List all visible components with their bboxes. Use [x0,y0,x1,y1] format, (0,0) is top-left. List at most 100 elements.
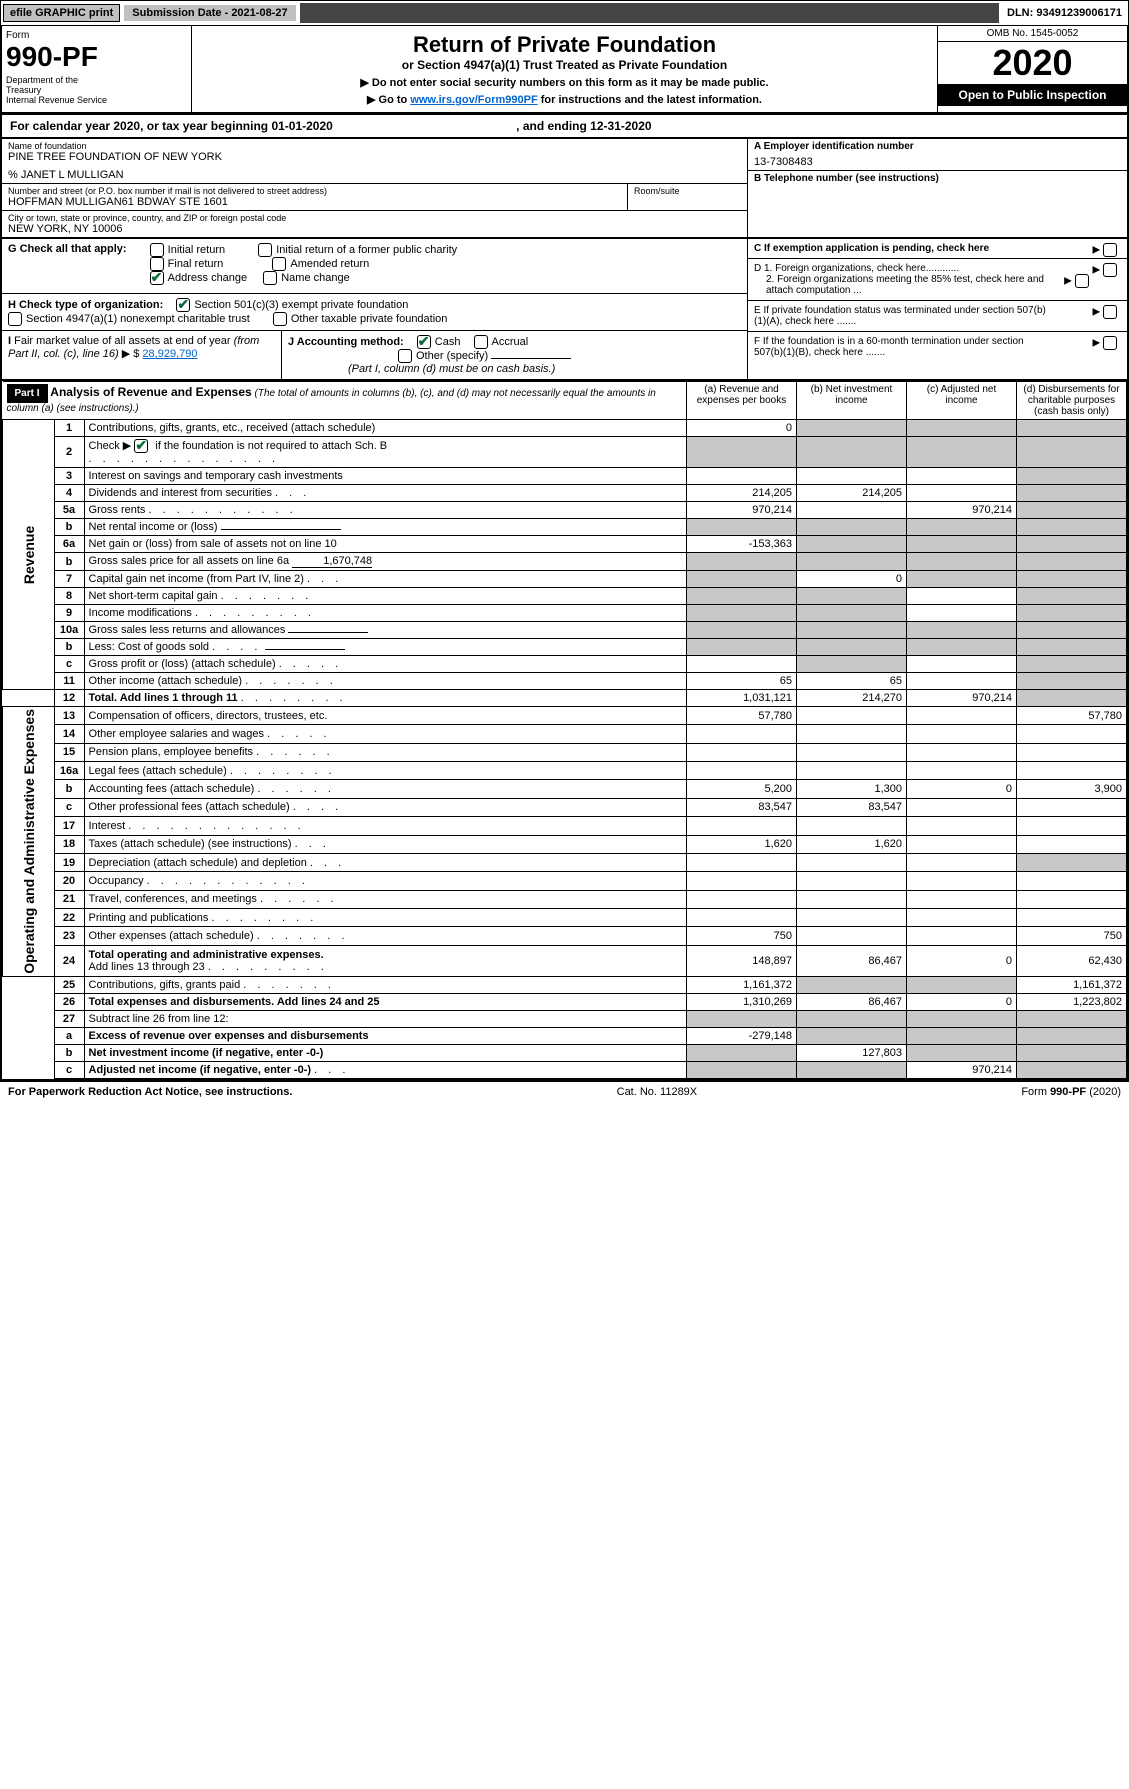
60-month-checkbox[interactable] [1103,336,1117,350]
section-j: J Accounting method: Cash Accrual Other … [282,331,747,379]
col-c-header: (c) Adjusted net income [907,382,1017,420]
cash-checkbox[interactable] [417,335,431,349]
section-i: I Fair market value of all assets at end… [2,331,282,379]
initial-former-checkbox[interactable] [258,243,272,257]
analysis-table: Part I Analysis of Revenue and Expenses … [2,381,1127,1079]
table-row: 4Dividends and interest from securities … [3,485,1127,502]
section-c: C If exemption application is pending, c… [748,239,1127,259]
table-row: bNet rental income or (loss) [3,519,1127,536]
table-row: 9Income modifications . . . . . . . . . [3,605,1127,622]
info-grid: Name of foundation PINE TREE FOUNDATION … [0,139,1129,239]
instruction-2: ▶ Go to www.irs.gov/Form990PF for instru… [198,93,931,106]
catalog-number: Cat. No. 11289X [617,1086,698,1098]
col-b-header: (b) Net investment income [797,382,907,420]
status-terminated-checkbox[interactable] [1103,305,1117,319]
foundation-name-cell: Name of foundation PINE TREE FOUNDATION … [2,139,747,184]
table-row: 26Total expenses and disbursements. Add … [3,993,1127,1010]
form-header: Form 990-PF Department of theTreasuryInt… [0,26,1129,114]
table-row: bAccounting fees (attach schedule) . . .… [3,780,1127,798]
street-address: HOFFMAN MULLIGAN61 BDWAY STE 1601 [8,196,621,208]
other-taxable-checkbox[interactable] [273,312,287,326]
part1-label: Part I [7,384,48,403]
table-row: 12Total. Add lines 1 through 11 . . . . … [3,690,1127,707]
address-cell: Number and street (or P.O. box number if… [2,184,627,211]
section-d: D 1. Foreign organizations, check here..… [748,259,1127,301]
part1-table-wrap: Part I Analysis of Revenue and Expenses … [0,381,1129,1081]
other-method-checkbox[interactable] [398,349,412,363]
top-bar: efile GRAPHIC print Submission Date - 20… [0,0,1129,26]
expenses-side-label: Operating and Administrative Expenses [3,707,55,977]
501c3-checkbox[interactable] [176,298,190,312]
calendar-year-row: For calendar year 2020, or tax year begi… [0,114,1129,139]
info-right: A Employer identification number 13-7308… [747,139,1127,237]
form-subtitle: or Section 4947(a)(1) Trust Treated as P… [198,58,931,72]
table-row: 7Capital gain net income (from Part IV, … [3,571,1127,588]
table-row: 25Contributions, gifts, grants paid . . … [3,976,1127,993]
section-i-j: I Fair market value of all assets at end… [2,331,747,379]
info-left: Name of foundation PINE TREE FOUNDATION … [2,139,747,237]
initial-return-checkbox[interactable] [150,243,164,257]
table-row: 27Subtract line 26 from line 12: [3,1010,1127,1027]
table-row: cAdjusted net income (if negative, enter… [3,1061,1127,1078]
table-row: 21Travel, conferences, and meetings . . … [3,890,1127,908]
redacted-bar [300,3,999,23]
form-title: Return of Private Foundation [198,32,931,58]
address-row: Number and street (or P.O. box number if… [2,184,747,211]
phone-cell: B Telephone number (see instructions) [748,171,1127,213]
table-row: 5aGross rents . . . . . . . . . . .970,2… [3,502,1127,519]
ghij-right: C If exemption application is pending, c… [747,239,1127,379]
table-row: 24Total operating and administrative exp… [3,945,1127,976]
tax-year: 2020 [938,42,1127,84]
fmv-amount[interactable]: 28,929,790 [142,348,197,360]
open-to-public: Open to Public Inspection [938,84,1127,106]
table-row: 8Net short-term capital gain . . . . . .… [3,588,1127,605]
city-state-zip: NEW YORK, NY 10006 [8,223,741,235]
irs-link[interactable]: www.irs.gov/Form990PF [410,94,537,106]
section-g-h-i-j: G Check all that apply: Initial return I… [0,239,1129,381]
4947-checkbox[interactable] [8,312,22,326]
table-row: 2Check ▶ if the foundation is not requir… [3,437,1127,468]
department-label: Department of theTreasuryInternal Revenu… [6,75,187,105]
paperwork-notice: For Paperwork Reduction Act Notice, see … [8,1086,292,1098]
section-g: G Check all that apply: Initial return I… [2,239,747,294]
table-row: 14Other employee salaries and wages . . … [3,725,1127,743]
table-row: 20Occupancy . . . . . . . . . . . . [3,872,1127,890]
exemption-pending-checkbox[interactable] [1103,243,1117,257]
header-center: Return of Private Foundation or Section … [192,26,937,112]
section-f: F If the foundation is in a 60-month ter… [748,332,1127,362]
header-right: OMB No. 1545-0052 2020 Open to Public In… [937,26,1127,112]
table-row: 23Other expenses (attach schedule) . . .… [3,927,1127,945]
table-row: cGross profit or (loss) (attach schedule… [3,656,1127,673]
room-cell: Room/suite [627,184,747,211]
efile-print-button[interactable]: efile GRAPHIC print [3,4,120,22]
accrual-checkbox[interactable] [474,335,488,349]
instruction-1: ▶ Do not enter social security numbers o… [198,76,931,89]
address-change-checkbox[interactable] [150,271,164,285]
col-a-header: (a) Revenue and expenses per books [687,382,797,420]
section-e: E If private foundation status was termi… [748,301,1127,332]
foreign-org-checkbox[interactable] [1103,263,1117,277]
amended-checkbox[interactable] [272,257,286,271]
table-row: 18Taxes (attach schedule) (see instructi… [3,835,1127,853]
section-h: H Check type of organization: Section 50… [2,294,747,331]
header-left: Form 990-PF Department of theTreasuryInt… [2,26,192,112]
table-row: 17Interest . . . . . . . . . . . . . [3,817,1127,835]
table-row: Operating and Administrative Expenses 13… [3,707,1127,725]
name-change-checkbox[interactable] [263,271,277,285]
form-number: 990-PF [6,41,187,73]
table-row: 22Printing and publications . . . . . . … [3,908,1127,926]
city-cell: City or town, state or province, country… [2,211,747,237]
sch-b-checkbox[interactable] [134,439,148,453]
table-row: 19Depreciation (attach schedule) and dep… [3,853,1127,871]
table-row: Revenue 1Contributions, gifts, grants, e… [3,420,1127,437]
table-row: bLess: Cost of goods sold . . . . [3,639,1127,656]
col-d-header: (d) Disbursements for charitable purpose… [1017,382,1127,420]
ghij-left: G Check all that apply: Initial return I… [2,239,747,379]
table-row: cOther professional fees (attach schedul… [3,798,1127,816]
table-row: 6aNet gain or (loss) from sale of assets… [3,536,1127,553]
table-row: 11Other income (attach schedule) . . . .… [3,673,1127,690]
foreign-85-checkbox[interactable] [1075,274,1089,288]
omb-number: OMB No. 1545-0052 [938,26,1127,42]
revenue-side-label: Revenue [3,420,55,690]
table-row: bGross sales price for all assets on lin… [3,553,1127,571]
